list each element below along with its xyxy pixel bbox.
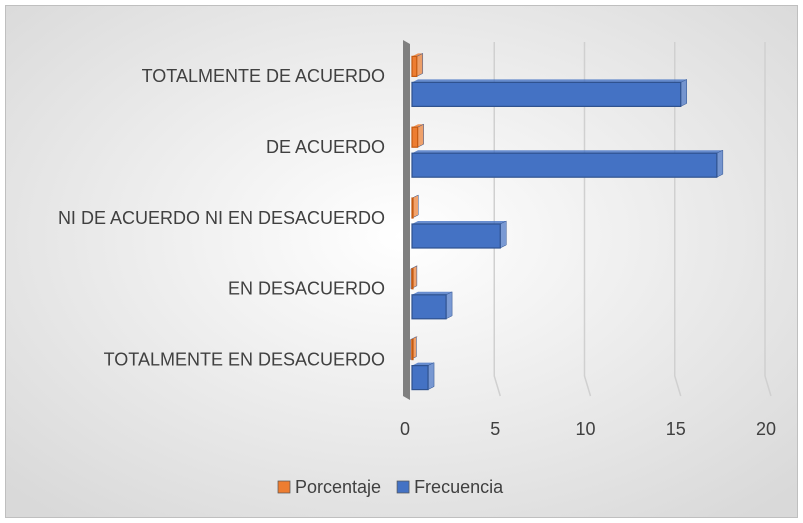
y-tick-label: EN DESACUERDO <box>228 279 385 299</box>
bar-face <box>412 53 423 57</box>
bar-face <box>411 197 414 219</box>
legend-label: Frecuencia <box>414 477 504 497</box>
bar-face <box>411 81 682 108</box>
bar-face <box>417 123 424 148</box>
bar-face <box>411 55 418 78</box>
x-tick-label: 20 <box>756 419 776 439</box>
bar-face <box>411 365 429 391</box>
bar-face <box>411 223 501 249</box>
bar-face <box>412 291 453 295</box>
bar <box>411 362 435 391</box>
bar-face <box>427 362 435 391</box>
legend-swatch <box>277 480 291 494</box>
y-tick-label: DE ACUERDO <box>266 137 385 157</box>
bar-face <box>412 150 723 154</box>
x-tick-label: 5 <box>490 419 500 439</box>
bar-face <box>411 126 419 148</box>
axis-wall <box>403 40 410 400</box>
x-tick-label: 15 <box>666 419 686 439</box>
y-tick-label: TOTALMENTE DE ACUERDO <box>142 66 385 86</box>
bar <box>410 265 418 290</box>
bar-face <box>411 339 414 361</box>
bar-face <box>680 78 687 107</box>
y-tick-label: TOTALMENTE EN DESACUERDO <box>104 349 385 369</box>
x-tick-label: 0 <box>400 419 410 439</box>
legend-label: Porcentaje <box>295 477 381 497</box>
y-tick-label: NI DE ACUERDO NI EN DESACUERDO <box>58 208 385 228</box>
bar <box>411 52 424 78</box>
bar-face <box>411 152 718 178</box>
bar <box>410 336 418 361</box>
grid-line <box>764 42 772 397</box>
x-tick-label: 10 <box>575 419 595 439</box>
bar <box>411 123 424 148</box>
bar-face <box>412 362 435 366</box>
bar-face <box>416 52 424 77</box>
bar-face <box>412 221 507 224</box>
bar-face <box>411 294 447 320</box>
bar <box>411 78 687 108</box>
bar-face <box>412 124 424 128</box>
bar-face <box>500 220 507 249</box>
legend-swatch <box>396 480 410 494</box>
bar <box>411 291 453 320</box>
bar-face <box>445 291 453 320</box>
bar <box>411 194 419 219</box>
bar-face <box>412 79 687 83</box>
bar-face <box>411 268 414 290</box>
bar <box>411 149 724 178</box>
bar <box>411 220 507 249</box>
bar-face <box>716 149 724 178</box>
